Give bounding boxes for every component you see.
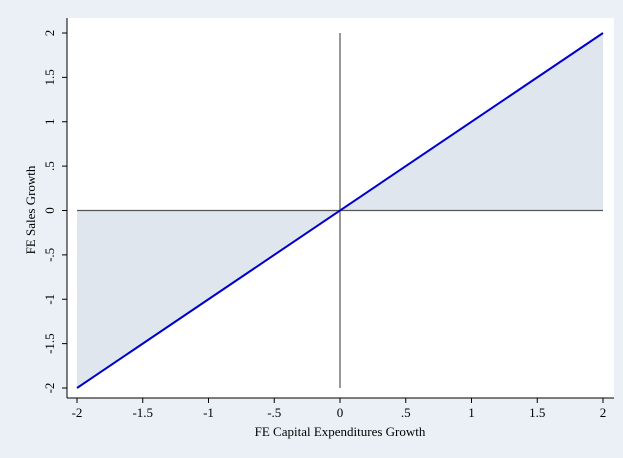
y-tick-label: 1.5 [42,69,57,85]
x-tick-label: -.5 [267,405,281,420]
y-tick-label: -2 [42,383,57,394]
x-tick-label: 2 [600,405,607,420]
y-tick-label: -1.5 [42,333,57,354]
y-tick-label: 2 [42,30,57,37]
x-tick-label: -1 [203,405,214,420]
x-axis-title: FE Capital Expenditures Growth [255,424,426,439]
line [76,32,604,389]
marks [76,32,604,389]
y-axis-title: FE Sales Growth [23,165,38,254]
y-tick-label: .5 [42,161,57,171]
x-tick-label: -2 [72,405,83,420]
x-tick-label: .5 [401,405,411,420]
y-tick-label: -.5 [42,248,57,262]
x-tick-label: -1.5 [132,405,153,420]
y-tick-label: -1 [42,294,57,305]
x-tick-label: 1 [468,405,475,420]
x-tick-label: 1.5 [529,405,545,420]
y-tick-label: 0 [42,207,57,214]
x-tick-label: 0 [337,405,344,420]
y-tick-label: 1 [42,119,57,126]
